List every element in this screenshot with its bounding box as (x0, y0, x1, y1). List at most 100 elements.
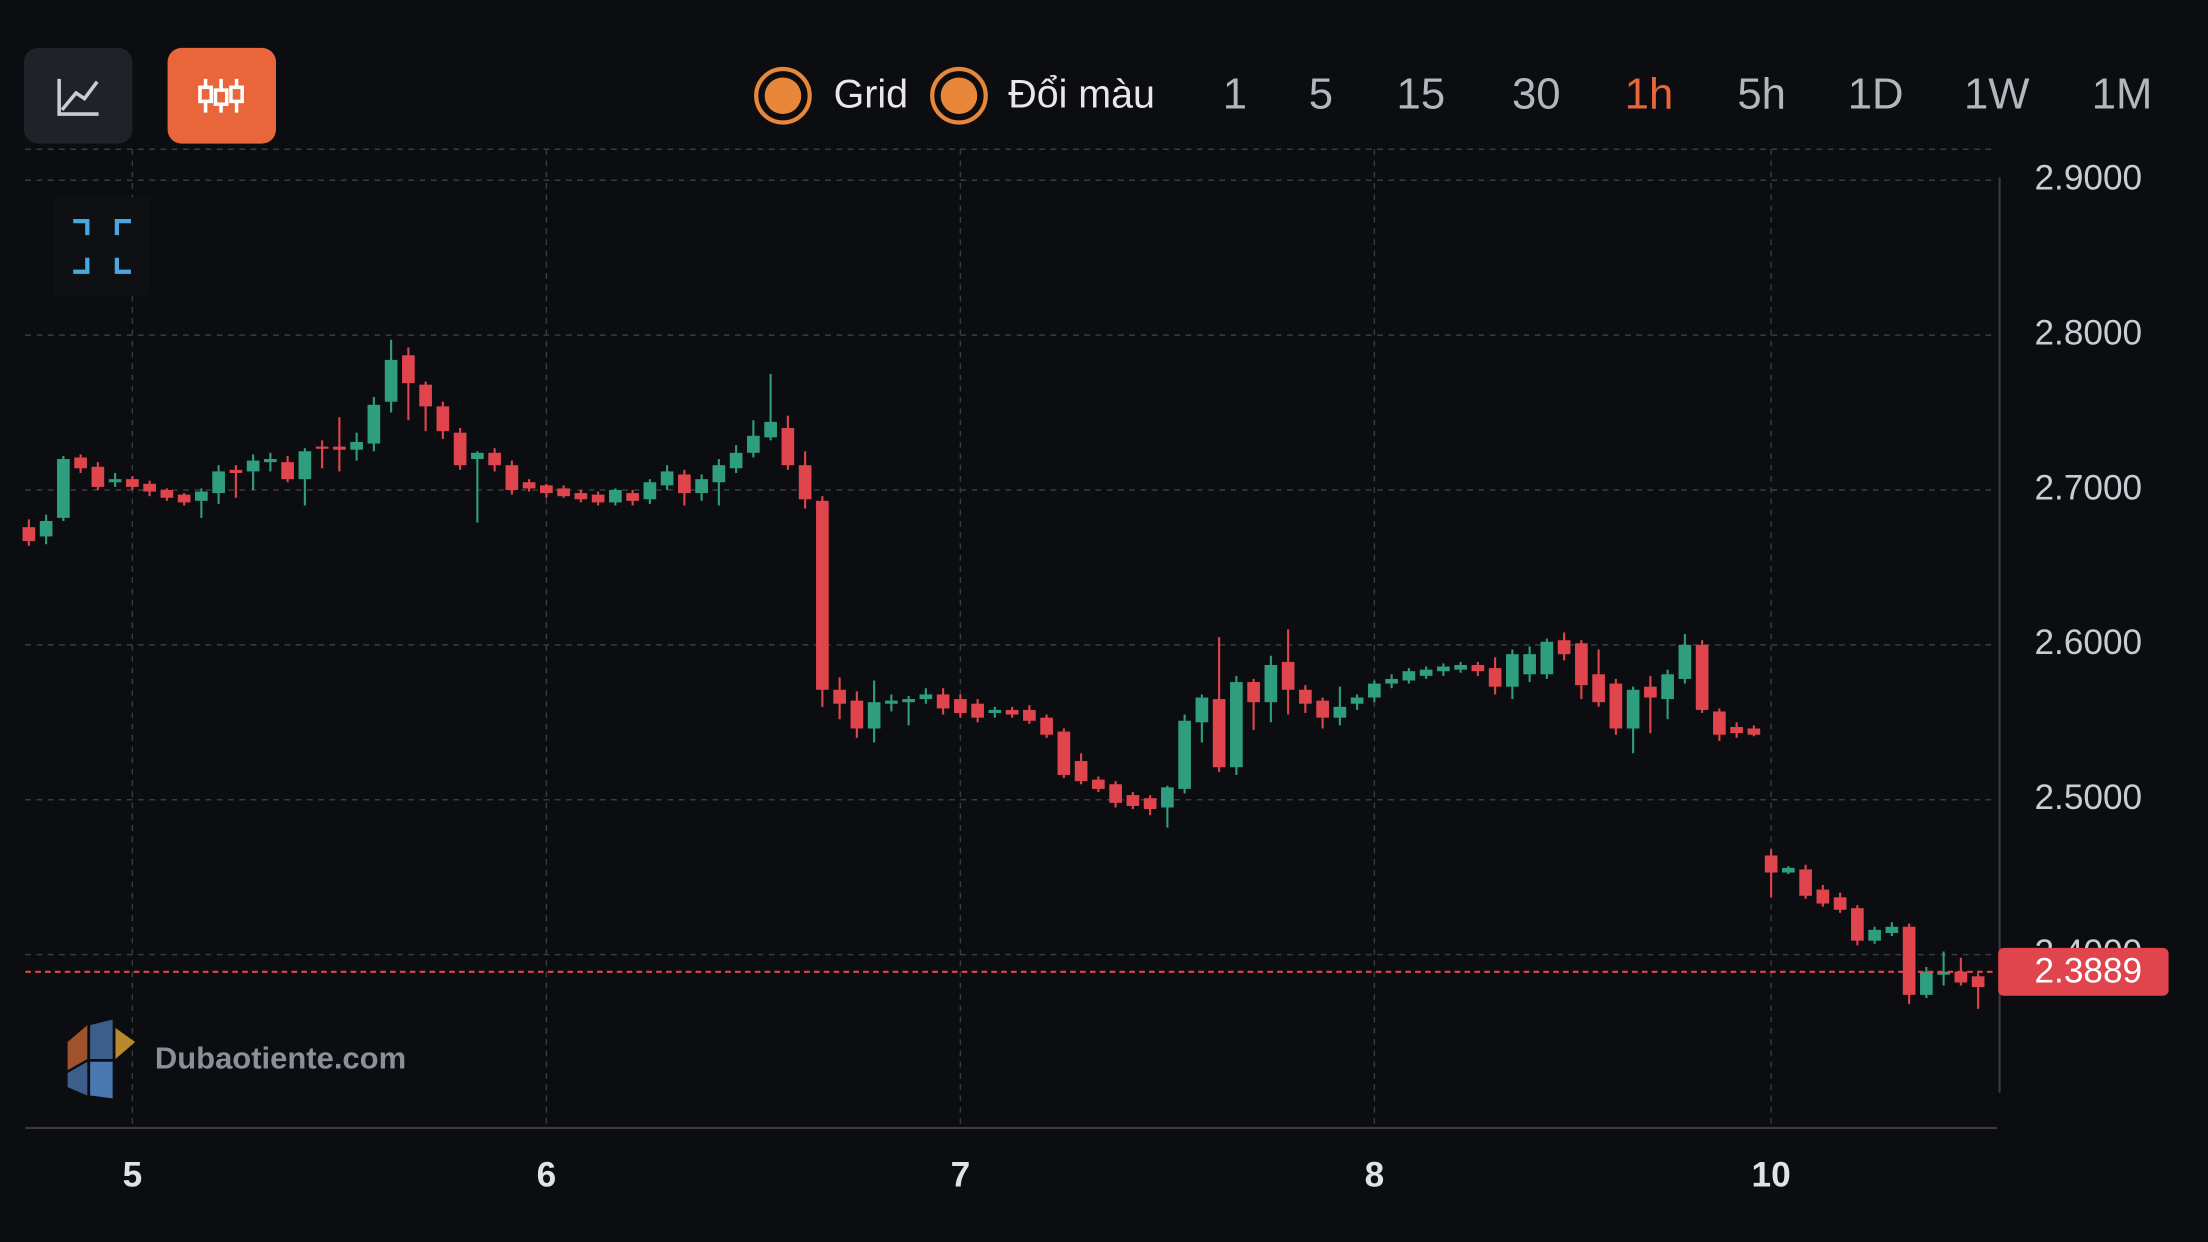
collapse-button[interactable] (53, 197, 150, 296)
candle-body (436, 406, 450, 432)
candle-body (126, 479, 139, 487)
candle-body (1161, 787, 1174, 808)
candle-body (833, 689, 846, 704)
candle-body (74, 457, 87, 469)
interval-button[interactable]: 1D (1848, 70, 1904, 119)
candle-body (367, 404, 381, 444)
candle-body (1333, 706, 1347, 718)
current-price-label: 2.3889 (2034, 952, 2142, 991)
toggle[interactable]: Grid (754, 66, 908, 125)
candle-body (453, 432, 467, 466)
candle-body (281, 462, 294, 480)
candle-body (1454, 665, 1467, 670)
candle-body (1281, 661, 1295, 690)
interval-button[interactable]: 5 (1309, 70, 1333, 119)
candle-body (1782, 867, 1795, 873)
logo-shape (115, 1027, 136, 1059)
candle-body (1713, 711, 1726, 735)
interval-button[interactable]: 1h (1625, 70, 1674, 119)
candle-body (1350, 697, 1364, 704)
button-bg (53, 197, 150, 296)
candle-body (540, 485, 553, 494)
candle-body (1368, 683, 1381, 698)
candle-body (729, 452, 743, 469)
candle-body (522, 482, 536, 489)
interval-button[interactable]: 5h (1737, 70, 1786, 119)
interval-button[interactable]: 15 (1397, 70, 1446, 119)
candle-body (1437, 666, 1450, 672)
candle-body (1730, 726, 1743, 734)
candle-body (39, 520, 53, 537)
candle-body (298, 451, 312, 480)
candle-body (660, 471, 674, 486)
line-icon (57, 78, 99, 116)
candle-body (695, 479, 708, 494)
candle-body (1385, 678, 1398, 684)
candle-body (1247, 682, 1260, 703)
candle-icon (213, 88, 229, 106)
candle-body (1074, 761, 1088, 782)
candle-body (1005, 709, 1019, 715)
candle-body (1609, 683, 1623, 729)
toggle-dot (940, 77, 978, 115)
candle-icon (229, 85, 244, 104)
y-tick-label: 2.5000 (2034, 778, 2142, 817)
candle-body (1626, 689, 1640, 729)
candle-body (1523, 654, 1536, 675)
candle-body (1506, 654, 1519, 687)
candle-body (591, 494, 605, 503)
candle-body (1747, 728, 1761, 735)
candle-body (867, 702, 881, 729)
candle-body (1126, 795, 1140, 806)
interval-button[interactable]: 1M (2092, 70, 2153, 119)
candle-body (1471, 665, 1485, 672)
candle-body (919, 694, 933, 700)
candle-body (643, 482, 657, 500)
toggle-dot (764, 77, 802, 115)
toggle[interactable]: Đổi màu (930, 66, 1155, 125)
candle-body (764, 421, 777, 438)
candle-body (885, 700, 898, 704)
candle-body (798, 465, 812, 500)
candle-body (971, 703, 984, 718)
x-tick-label: 8 (1365, 1156, 1385, 1195)
line-chart-button[interactable] (23, 47, 133, 144)
candle-body (936, 694, 950, 709)
watermark: Dubaotiente.com (67, 1019, 406, 1099)
candle-body (1575, 643, 1588, 686)
interval-button[interactable]: 30 (1512, 70, 1561, 119)
candle-body (264, 459, 277, 463)
candle-body (1178, 720, 1191, 789)
y-tick-label: 2.6000 (2034, 623, 2142, 662)
candle-body (419, 384, 432, 407)
watermark-text: Dubaotiente.com (155, 1041, 406, 1076)
candle-body (1971, 976, 1985, 988)
candle-body (1920, 971, 1933, 995)
candle-body (1902, 926, 1916, 995)
toggle-label: Grid (834, 73, 908, 117)
candle-body (850, 700, 864, 729)
logo-shape (67, 1061, 88, 1096)
candle-body (1143, 798, 1157, 810)
interval-button[interactable]: 1W (1964, 70, 2030, 119)
candle-body (91, 466, 105, 487)
x-tick-label: 10 (1752, 1156, 1791, 1195)
x-tick-label: 7 (951, 1156, 971, 1195)
y-tick-label: 2.8000 (2034, 313, 2142, 352)
current-price-box (1998, 947, 2169, 996)
x-tick-label: 6 (537, 1156, 557, 1195)
candle-body (1885, 926, 1899, 933)
candle-body (1557, 640, 1571, 655)
candle-body (747, 435, 760, 453)
candle-body (350, 441, 363, 450)
candle-body (678, 474, 691, 494)
x-tick-label: 5 (123, 1156, 143, 1195)
candle-body (177, 494, 191, 503)
y-tick-label: 2.9000 (2034, 159, 2142, 198)
candle-body (384, 359, 398, 402)
candle-body (1695, 644, 1709, 710)
candle-body (1040, 717, 1053, 735)
interval-button[interactable]: 1 (1223, 70, 1247, 119)
candle-chart-button[interactable] (167, 47, 276, 144)
candle-body (1954, 971, 1968, 983)
